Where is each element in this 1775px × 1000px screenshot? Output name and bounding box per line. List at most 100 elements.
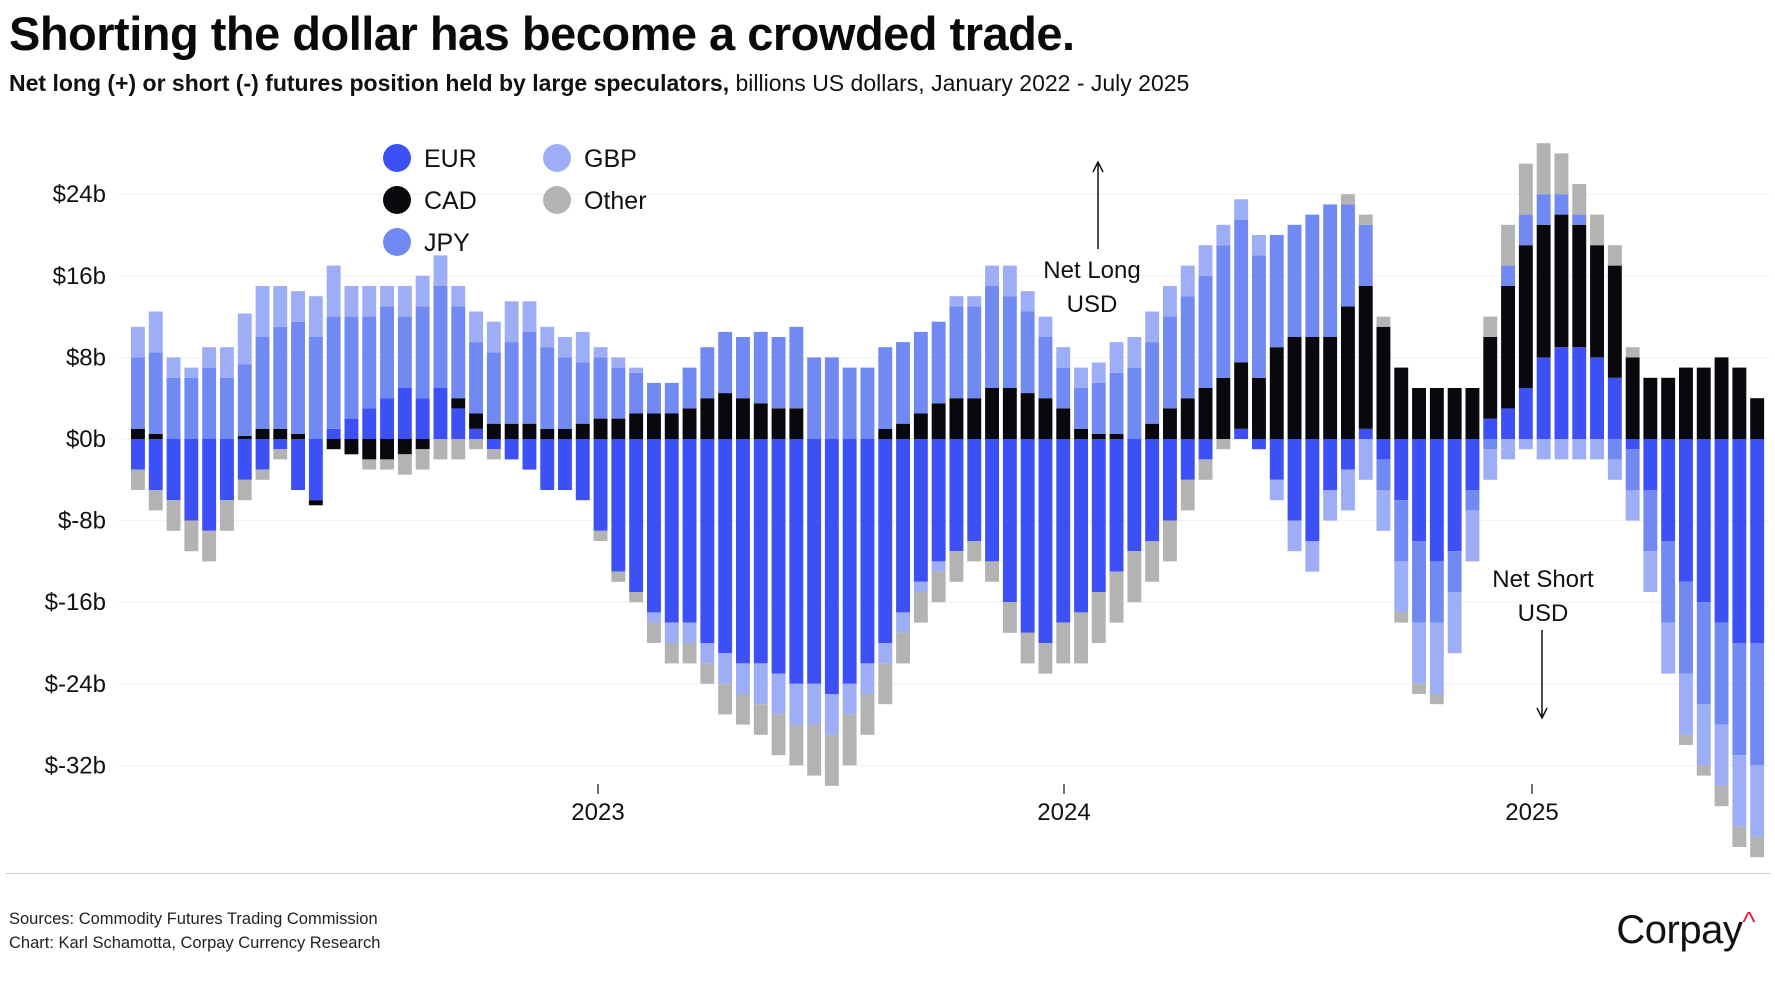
legend-label-gbp: GBP xyxy=(584,145,637,173)
bar-eur xyxy=(1091,439,1106,592)
bar-other xyxy=(148,490,163,511)
bar-eur xyxy=(878,439,893,643)
bar-cad xyxy=(789,408,804,439)
bar-cad xyxy=(611,418,626,439)
bar-other xyxy=(415,449,430,470)
bar-eur xyxy=(1661,439,1676,541)
bar-jpy xyxy=(1714,622,1729,725)
legend-swatch-jpy xyxy=(383,228,411,256)
bar-jpy xyxy=(1145,342,1160,424)
bar-jpy xyxy=(1056,367,1071,409)
bar-other xyxy=(1198,459,1213,480)
bar-cad xyxy=(1643,377,1658,439)
annotations: Net Long USD Net Short USD xyxy=(1043,160,1594,720)
bar-gbp xyxy=(718,653,733,684)
bar-cad xyxy=(1429,388,1444,439)
bar-cad xyxy=(1376,326,1391,439)
subtitle-rest: billions US dollars, January 2022 - July… xyxy=(729,70,1190,96)
bar-other xyxy=(1696,765,1711,776)
bar-cad xyxy=(397,439,412,455)
bar-other xyxy=(1127,551,1142,603)
bar-other xyxy=(1109,571,1124,623)
bar-jpy xyxy=(291,321,305,434)
bar-cad xyxy=(1679,367,1693,439)
bar-eur xyxy=(1198,439,1213,460)
bar-gbp xyxy=(1145,311,1160,343)
bar-eur xyxy=(504,439,519,460)
bar-gbp xyxy=(1643,551,1658,592)
bar-gbp xyxy=(1287,520,1302,552)
chart-credit: Chart: Karl Schamotta, Corpay Currency R… xyxy=(9,934,381,952)
y-tick-label: $0b xyxy=(66,426,106,453)
bar-gbp xyxy=(415,275,430,307)
bar-other xyxy=(878,663,893,705)
bar-eur xyxy=(824,439,839,694)
bar-other xyxy=(362,459,377,470)
bar-jpy xyxy=(1501,265,1515,286)
bar-other xyxy=(1679,734,1693,745)
bar-cad xyxy=(1234,362,1249,429)
bar-gbp xyxy=(1625,490,1640,521)
bar-jpy xyxy=(1394,500,1409,562)
bar-gbp xyxy=(1002,265,1017,297)
bar-jpy xyxy=(718,331,733,394)
bar-gbp xyxy=(469,311,483,343)
legend-label-cad: CAD xyxy=(424,187,477,215)
bar-cad xyxy=(1412,388,1426,439)
bar-eur xyxy=(1020,439,1035,633)
bar-eur xyxy=(415,398,430,439)
bar-gbp xyxy=(682,622,697,643)
bar-other xyxy=(1607,245,1622,266)
bar-gbp xyxy=(540,326,555,348)
bar-cad xyxy=(237,435,252,439)
bar-eur xyxy=(842,439,857,684)
corpay-logo: Corpay^ xyxy=(1616,906,1755,953)
legend-swatch-gbp xyxy=(543,144,571,172)
bar-eur xyxy=(486,439,501,450)
bar-jpy xyxy=(1625,449,1640,490)
bar-gbp xyxy=(255,286,270,337)
bar-gbp xyxy=(1020,291,1035,312)
bar-gbp xyxy=(789,683,804,725)
bar-jpy xyxy=(540,347,555,429)
bar-gbp xyxy=(291,291,305,322)
arrow-up-icon xyxy=(1092,160,1104,173)
bar-cad xyxy=(504,423,519,439)
bar-eur xyxy=(469,428,483,439)
bar-jpy xyxy=(522,331,537,424)
bar-cad xyxy=(682,408,697,439)
bar-jpy xyxy=(1447,551,1462,592)
bar-gbp xyxy=(1091,362,1106,383)
bar-cad xyxy=(718,393,733,439)
bar-cad xyxy=(700,398,715,439)
bar-eur xyxy=(1590,357,1604,439)
bar-gbp xyxy=(1038,316,1053,337)
bar-other xyxy=(220,500,234,531)
stacked-bar-chart: $24b$16b$8b$0b$-8b$-16b$-24b$-32b 2023 20… xyxy=(45,143,1770,858)
bar-gbp xyxy=(1714,724,1729,786)
bar-eur xyxy=(1679,439,1693,582)
bar-cad xyxy=(1447,388,1462,439)
bar-jpy xyxy=(1483,439,1498,450)
bar-other xyxy=(1180,479,1195,511)
bar-other xyxy=(469,439,483,450)
bar-eur xyxy=(1287,439,1302,521)
bar-gbp xyxy=(486,321,501,353)
bar-other xyxy=(753,704,768,735)
bar-cad xyxy=(629,413,644,439)
bar-eur xyxy=(1376,439,1391,460)
bar-cad xyxy=(985,388,999,439)
bar-cad xyxy=(931,403,946,439)
bar-jpy xyxy=(166,377,181,439)
bar-other xyxy=(1341,194,1355,205)
bar-gbp xyxy=(362,286,377,317)
bar-other xyxy=(647,622,661,643)
bar-cad xyxy=(1287,337,1302,439)
bar-jpy xyxy=(931,321,946,404)
bar-jpy xyxy=(1696,602,1711,705)
bar-other xyxy=(1376,316,1391,327)
bar-gbp xyxy=(949,296,964,307)
bar-jpy xyxy=(184,377,199,439)
bar-jpy xyxy=(1341,204,1355,307)
bar-gbp xyxy=(558,337,572,358)
